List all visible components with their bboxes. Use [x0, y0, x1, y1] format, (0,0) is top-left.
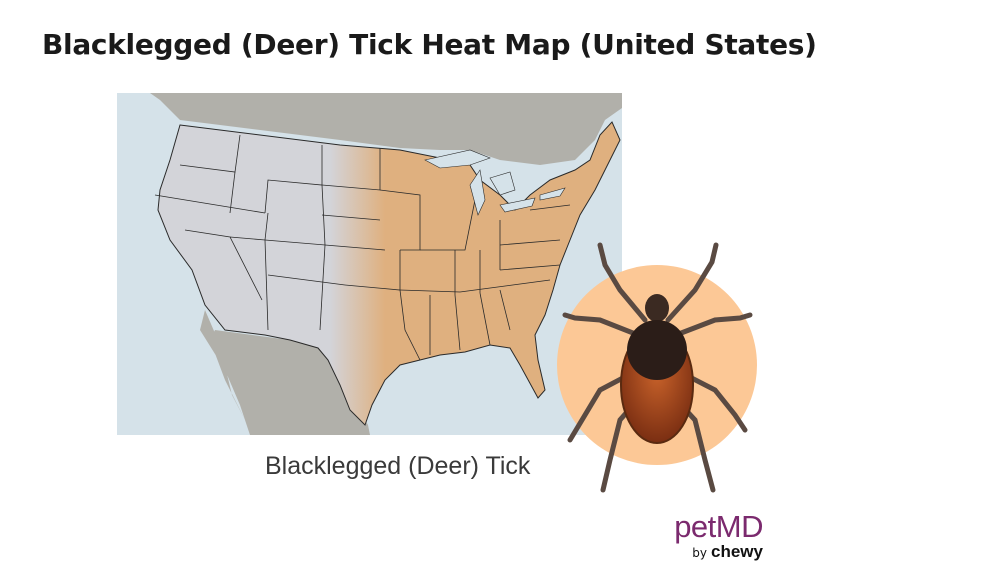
petmd-logo: petMD by chewy — [663, 509, 763, 562]
tick-head — [645, 294, 669, 322]
canada — [150, 93, 622, 165]
map-caption: Blacklegged (Deer) Tick — [265, 452, 531, 480]
logo-main: petMD — [674, 509, 763, 544]
logo-by: by — [692, 546, 708, 560]
state-borders — [154, 134, 571, 361]
tick-illustration — [562, 242, 753, 493]
mexico — [200, 310, 370, 435]
great-lakes — [424, 149, 566, 216]
logo-sub: chewy — [711, 542, 763, 561]
tick-scutum — [627, 320, 687, 380]
united-states — [157, 121, 621, 426]
page-title: Blacklegged (Deer) Tick Heat Map (United… — [42, 28, 817, 61]
